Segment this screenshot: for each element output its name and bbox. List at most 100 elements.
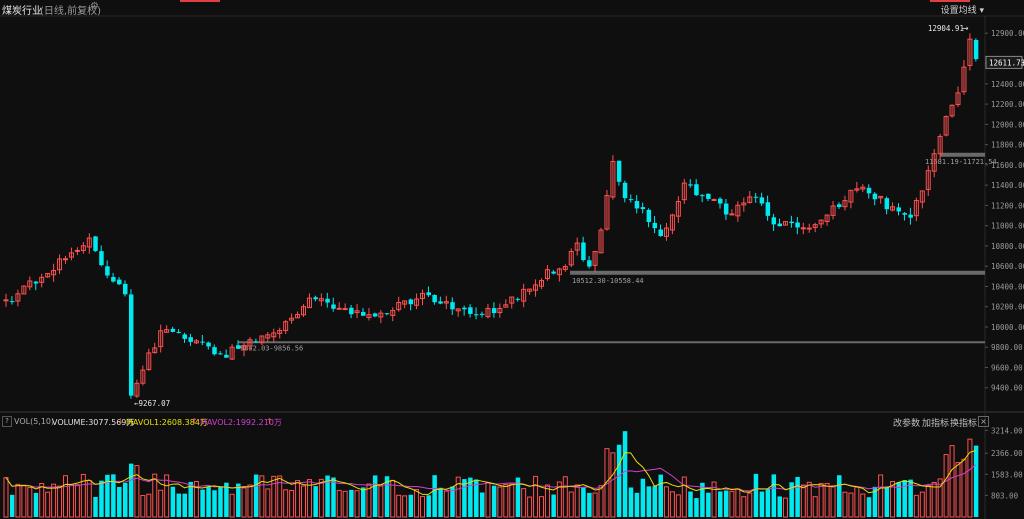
current-price-label: 12611.73 bbox=[989, 58, 1024, 67]
volume-bar bbox=[86, 480, 92, 518]
candle-body bbox=[592, 251, 598, 266]
volume-toolbar: ? VOL(5,10) VOLUME:3077.569万 ↓ MAVOL1:26… bbox=[0, 414, 1024, 429]
candle-body bbox=[955, 92, 961, 106]
volume-bar bbox=[848, 492, 854, 518]
close-icon[interactable]: × bbox=[978, 416, 989, 427]
volume-bar bbox=[753, 473, 759, 517]
volume-indicator-label: VOL(5,10) bbox=[14, 417, 55, 426]
volume-bar bbox=[789, 482, 794, 517]
candle-body bbox=[581, 242, 586, 261]
volume-bar bbox=[515, 477, 521, 517]
volume-bar bbox=[349, 489, 354, 517]
candle-body bbox=[574, 242, 580, 251]
candle-body bbox=[229, 346, 235, 360]
candle-body bbox=[45, 273, 51, 278]
volume-bar bbox=[378, 485, 384, 518]
candle-body bbox=[306, 297, 312, 309]
candle-body bbox=[74, 249, 80, 252]
candle-body bbox=[158, 330, 164, 348]
support-line bbox=[940, 152, 985, 157]
candle-body bbox=[604, 195, 610, 230]
volume-bar bbox=[193, 480, 199, 518]
candle-body bbox=[27, 280, 33, 288]
candle-body bbox=[438, 301, 443, 304]
volume-bar bbox=[955, 462, 961, 518]
candle-body bbox=[688, 184, 693, 186]
volume-bar bbox=[128, 463, 134, 517]
volume-bar bbox=[741, 496, 747, 518]
candle-body bbox=[622, 182, 628, 199]
candle-body bbox=[462, 307, 467, 310]
volume-bar bbox=[247, 484, 253, 518]
volume-bar bbox=[646, 486, 652, 517]
candle-body bbox=[925, 170, 931, 190]
candle-body bbox=[212, 347, 217, 355]
candle-body bbox=[967, 38, 973, 66]
candle-body bbox=[366, 314, 372, 319]
volume-bar bbox=[462, 479, 467, 517]
candle-body bbox=[152, 347, 158, 354]
candle-body bbox=[80, 245, 86, 252]
volume-bar bbox=[123, 482, 128, 517]
support-line bbox=[238, 341, 985, 344]
volume-bar bbox=[420, 496, 425, 518]
candle-body bbox=[628, 199, 634, 201]
candle-body bbox=[521, 288, 527, 302]
candle-body bbox=[658, 229, 663, 237]
volume-bar bbox=[765, 488, 771, 517]
volume-bar bbox=[539, 496, 544, 518]
candle-body bbox=[640, 207, 646, 210]
volume-bar bbox=[622, 431, 628, 517]
candle-body bbox=[432, 294, 437, 303]
volume-bar bbox=[854, 486, 860, 518]
candle-body bbox=[313, 297, 318, 300]
candle-body bbox=[301, 306, 306, 316]
volume-bar bbox=[837, 475, 842, 517]
y-tick-label: 10800.00 bbox=[991, 242, 1024, 251]
candle-body bbox=[402, 300, 408, 305]
change-params-button[interactable]: 改参数 bbox=[893, 419, 921, 429]
candle-body bbox=[616, 160, 622, 182]
candle-body bbox=[800, 227, 806, 230]
volume-bar bbox=[253, 474, 259, 517]
volume-bar bbox=[913, 494, 919, 518]
candle-body bbox=[63, 258, 68, 261]
volume-bar bbox=[45, 491, 51, 518]
candle-body bbox=[610, 160, 616, 198]
ma-setting-button[interactable]: 设置均线 ▾ bbox=[940, 6, 984, 16]
candle-body bbox=[9, 301, 15, 303]
add-indicator-button[interactable]: 加指标 bbox=[922, 419, 950, 429]
chart-period: (日线,前复权) bbox=[40, 6, 101, 17]
gear-icon[interactable]: ⚙ bbox=[90, 1, 99, 12]
volume-bar bbox=[455, 476, 461, 518]
volume-bar bbox=[200, 489, 205, 517]
volume-bar bbox=[63, 475, 68, 518]
mavol2-arrow: ↑ bbox=[266, 417, 273, 426]
candle-body bbox=[848, 189, 854, 203]
volume-bar bbox=[581, 487, 586, 517]
candle-body bbox=[188, 337, 193, 342]
volume-bar bbox=[224, 482, 229, 517]
candle-body bbox=[568, 250, 574, 266]
candle-body bbox=[331, 304, 336, 309]
candle-body bbox=[818, 219, 824, 225]
candle-body bbox=[587, 260, 592, 267]
candle-body bbox=[961, 66, 967, 93]
volume-bar bbox=[325, 475, 330, 517]
candle-body bbox=[556, 268, 562, 276]
volume-bar bbox=[80, 473, 86, 518]
switch-indicator-button[interactable]: 换指标 bbox=[950, 419, 978, 429]
help-icon[interactable]: ? bbox=[2, 416, 12, 427]
volume-bar bbox=[331, 477, 336, 517]
candle-body bbox=[896, 207, 901, 212]
candle-body bbox=[943, 116, 949, 136]
y-tick-label: 11400.00 bbox=[991, 181, 1024, 190]
volume-bar bbox=[443, 490, 449, 518]
volume-bar bbox=[509, 483, 515, 518]
volume-bar bbox=[628, 487, 634, 517]
candle-body bbox=[117, 279, 122, 285]
candle-body bbox=[134, 382, 140, 397]
candle-body bbox=[694, 184, 699, 196]
divider bbox=[180, 0, 220, 2]
